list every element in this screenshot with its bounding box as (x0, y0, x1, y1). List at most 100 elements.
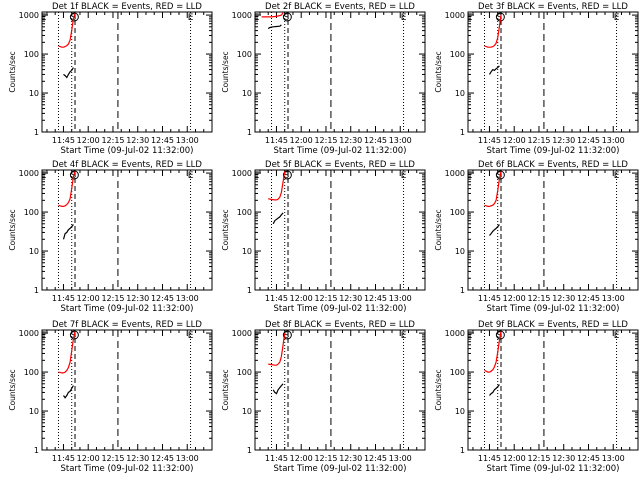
y-tick-label: 100 (237, 208, 252, 217)
chart-title: Det 2f BLACK = Events, RED = LLD (265, 2, 415, 12)
lld-series-line (484, 15, 502, 48)
y-tick-label: 1000 (232, 11, 252, 20)
chart-title: Det 4f BLACK = Events, RED = LLD (52, 160, 202, 170)
chart-panel-9: 1 10 100 1000 11:45 12:00 12:15 12:30 12:45 13:00… (434, 320, 639, 474)
y-tick-label: 100 (450, 208, 465, 217)
chart-panel-5: 1 10 100 1000 11:45 12:00 12:15 12:30 12:45 13:00… (221, 160, 426, 314)
plot-frame (254, 169, 426, 291)
chart-title: Det 1f BLACK = Events, RED = LLD (52, 2, 202, 12)
y-axis-label: Counts/sec (434, 369, 443, 410)
x-tick-label: 12:00 (77, 454, 100, 463)
event-marker-label: E (41, 13, 47, 23)
x-axis-label: Start Time (09-Jul-02 11:32:00) (61, 464, 194, 474)
x-tick-label: 11:45 (478, 294, 501, 303)
events-series-line (63, 67, 74, 79)
x-tick-label: 12:30 (126, 294, 149, 303)
x-tick-label: 11:45 (265, 136, 288, 145)
x-tick-label: 12:30 (126, 454, 149, 463)
y-tick-label: 1 (247, 446, 252, 455)
x-tick-label: 12:30 (552, 454, 575, 463)
events-series-line (267, 24, 282, 30)
chart-title: Det 7f BLACK = Events, RED = LLD (52, 320, 202, 330)
y-axis-label: Counts/sec (8, 51, 17, 92)
y-axis-label: Counts/sec (221, 51, 230, 92)
events-series-line (272, 212, 284, 225)
y-tick-label: 10 (455, 247, 465, 256)
y-axis-label: Counts/sec (8, 369, 17, 410)
chart-title: Det 5f BLACK = Events, RED = LLD (265, 160, 415, 170)
x-tick-label: 13:00 (176, 454, 199, 463)
plot-frame (467, 329, 639, 451)
lld-series-line (484, 171, 502, 207)
start-marker-circle (495, 330, 505, 340)
event-marker-label: E (467, 171, 473, 181)
x-tick-label: 11:45 (478, 454, 501, 463)
event-marker-label: S (496, 13, 502, 23)
y-tick-label: 1000 (19, 329, 39, 338)
y-tick-label: 10 (455, 89, 465, 98)
y-tick-label: 1000 (445, 329, 465, 338)
plot-frame (41, 169, 213, 291)
chart-panel-3: 1 10 100 1000 11:45 12:00 12:15 12:30 12:45 13:00… (434, 2, 639, 156)
x-tick-label: 11:45 (265, 294, 288, 303)
y-tick-label: 1000 (445, 169, 465, 178)
chart-panel-7: 1 10 100 1000 11:45 12:00 12:15 12:30 12:45 13:00… (8, 320, 213, 474)
y-tick-label: 10 (455, 407, 465, 416)
x-tick-label: 12:00 (290, 294, 313, 303)
chart-panel-1: 1 10 100 1000 11:45 12:00 12:15 12:30 12:45 13:00… (8, 2, 213, 156)
event-marker-label: E (467, 13, 473, 23)
x-tick-label: 12:15 (101, 294, 124, 303)
lld-series-line (58, 171, 76, 207)
y-tick-label: 1 (34, 128, 39, 137)
x-axis-label: Start Time (09-Jul-02 11:32:00) (61, 146, 194, 156)
x-tick-label: 12:45 (151, 454, 174, 463)
x-tick-label: 12:00 (290, 454, 313, 463)
start-marker-circle (495, 170, 505, 180)
start-marker-circle (69, 170, 79, 180)
event-marker-label: E (41, 171, 47, 181)
x-tick-label: 12:15 (314, 294, 337, 303)
lld-series-line (261, 12, 284, 18)
x-tick-label: 12:30 (339, 136, 362, 145)
y-axis-label: Counts/sec (221, 209, 230, 250)
x-axis-label: Start Time (09-Jul-02 11:32:00) (274, 464, 407, 474)
y-axis-label: Counts/sec (221, 369, 230, 410)
start-marker-circle (282, 12, 292, 22)
x-tick-label: 12:15 (101, 136, 124, 145)
event-marker-label: S (283, 331, 289, 341)
x-tick-label: 12:00 (503, 136, 526, 145)
y-tick-label: 100 (237, 50, 252, 59)
x-tick-label: 11:45 (52, 136, 75, 145)
y-tick-label: 100 (237, 368, 252, 377)
event-marker-label: E (614, 331, 620, 341)
y-tick-label: 10 (29, 407, 39, 416)
y-tick-label: 100 (24, 208, 39, 217)
x-tick-label: 12:15 (527, 454, 550, 463)
y-axis-label: Counts/sec (434, 51, 443, 92)
y-tick-label: 1000 (19, 169, 39, 178)
y-tick-label: 10 (29, 89, 39, 98)
x-tick-label: 12:45 (364, 454, 387, 463)
x-axis-label: Start Time (09-Jul-02 11:32:00) (487, 304, 620, 314)
event-marker-label: E (614, 13, 620, 23)
x-tick-label: 12:45 (151, 136, 174, 145)
event-marker-label: E (188, 171, 194, 181)
y-tick-label: 1 (247, 128, 252, 137)
x-tick-label: 13:00 (389, 136, 412, 145)
y-tick-label: 1 (247, 286, 252, 295)
x-tick-label: 12:00 (77, 136, 100, 145)
event-marker-label: S (496, 331, 502, 341)
chart-title: Det 8f BLACK = Events, RED = LLD (265, 320, 415, 330)
x-axis-label: Start Time (09-Jul-02 11:32:00) (487, 146, 620, 156)
y-tick-label: 100 (450, 368, 465, 377)
x-tick-label: 13:00 (602, 454, 625, 463)
x-tick-label: 12:00 (77, 294, 100, 303)
y-tick-label: 10 (242, 247, 252, 256)
x-tick-label: 12:45 (151, 294, 174, 303)
x-tick-label: 12:45 (577, 136, 600, 145)
x-tick-label: 13:00 (389, 294, 412, 303)
start-marker-circle (69, 330, 79, 340)
start-marker-circle (282, 330, 292, 340)
x-tick-label: 12:15 (101, 454, 124, 463)
x-tick-label: 12:30 (339, 294, 362, 303)
